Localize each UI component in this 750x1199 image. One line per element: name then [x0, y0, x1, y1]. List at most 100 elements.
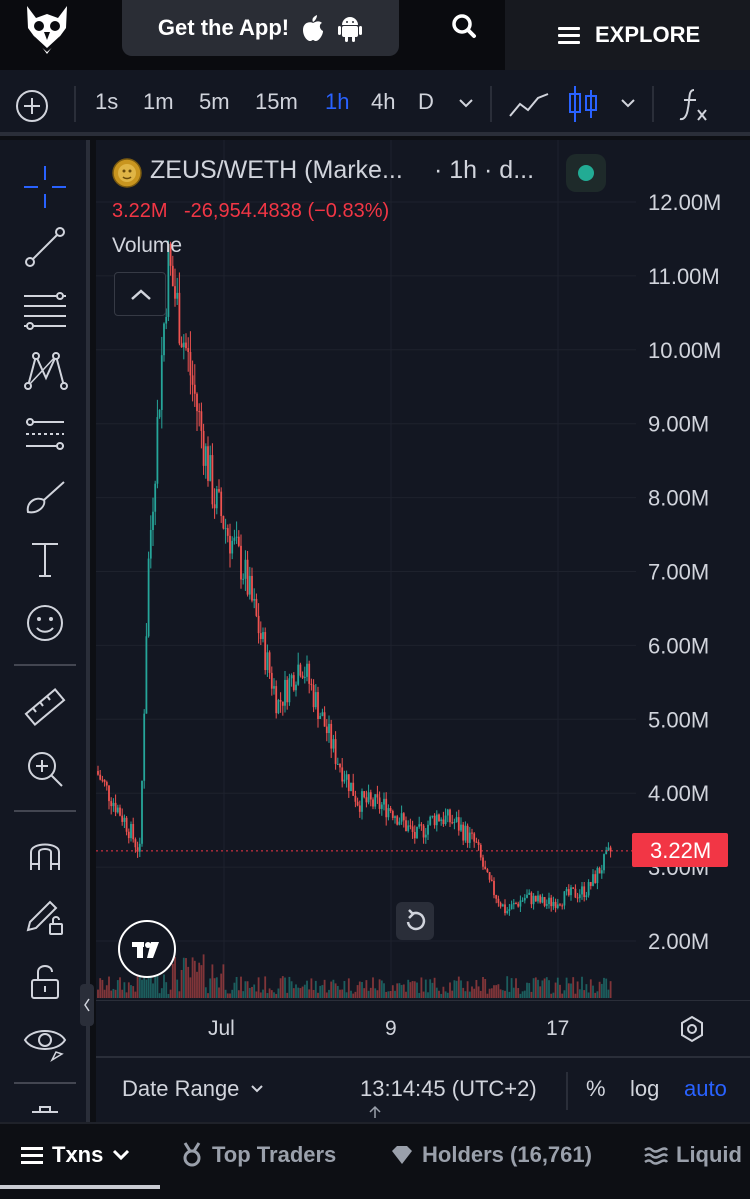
eye-icon[interactable]	[22, 1018, 68, 1064]
log-toggle[interactable]: log	[630, 1076, 660, 1101]
candle-body	[462, 824, 465, 841]
owl-logo[interactable]	[22, 4, 72, 56]
tab-top-traders[interactable]: Top Traders	[180, 1142, 336, 1168]
text-tool-icon[interactable]	[22, 536, 68, 582]
volume-bar	[592, 985, 594, 998]
candle-body	[600, 870, 603, 874]
candle-body	[587, 882, 590, 896]
chart-pane[interactable]: 12.00M 11.00M 10.00M 9.00M 8.00M 7.00M 6.00M 5.…	[96, 140, 750, 1056]
explore-button[interactable]: EXPLORE	[505, 0, 750, 70]
tab-holders[interactable]: Holders (16,761)	[390, 1142, 592, 1168]
candle-body	[169, 243, 172, 266]
candle-body	[334, 739, 337, 764]
trend-line-icon[interactable]	[22, 224, 68, 270]
tab-txns-label: Txns	[52, 1142, 104, 1167]
candle-body	[266, 652, 269, 671]
current-price-label: 3.22M	[650, 838, 712, 863]
indicators-icon[interactable]	[676, 86, 712, 124]
volume-bar	[253, 984, 256, 998]
candles-icon[interactable]	[566, 84, 600, 124]
volume-bar	[222, 964, 225, 998]
volume-bar	[587, 992, 590, 998]
search-icon[interactable]	[440, 8, 488, 44]
volume-bar	[215, 977, 218, 998]
magnet-icon[interactable]	[22, 830, 68, 876]
candle-body	[363, 791, 366, 798]
candle-body	[286, 679, 289, 703]
candle-body	[451, 822, 454, 824]
volume-bar	[356, 985, 359, 998]
candle-body	[576, 897, 579, 899]
candle-body	[341, 767, 344, 782]
add-symbol-icon[interactable]	[14, 88, 50, 124]
y-tick-label: 2.00M	[648, 929, 709, 954]
volume-bar	[363, 988, 366, 998]
volume-bar	[446, 992, 449, 998]
unlock-icon[interactable]	[22, 958, 68, 1004]
chevron-down-icon[interactable]	[618, 96, 638, 110]
candle-body	[154, 483, 157, 512]
candle-body	[213, 504, 216, 509]
reset-chart-button[interactable]	[396, 902, 434, 940]
lock-drawing-icon[interactable]	[22, 894, 68, 940]
tradingview-logo[interactable]	[118, 920, 176, 978]
brush-icon[interactable]	[22, 474, 68, 520]
market-status-indicator[interactable]	[566, 154, 606, 192]
interval-1m[interactable]: 1m	[143, 89, 174, 114]
volume-bar	[103, 989, 106, 998]
price-chart[interactable]: 12.00M 11.00M 10.00M 9.00M 8.00M 7.00M 6.00M 5.…	[96, 140, 750, 1000]
candle-body	[345, 774, 348, 780]
percent-toggle[interactable]: %	[586, 1076, 606, 1101]
get-app-button[interactable]: Get the App!	[122, 0, 399, 56]
date-range-button[interactable]: Date Range	[122, 1076, 265, 1102]
interval-15m[interactable]: 15m	[255, 89, 298, 114]
candle-body	[407, 825, 410, 832]
emoji-icon[interactable]	[22, 600, 68, 646]
candle-body	[383, 798, 385, 805]
collapse-toolbar-icon[interactable]	[80, 984, 94, 1026]
fib-retracement-icon[interactable]	[22, 288, 68, 334]
candle-body	[495, 895, 498, 899]
candle-body	[422, 825, 425, 838]
candle-body	[187, 348, 190, 352]
interval-d[interactable]: D	[418, 89, 434, 114]
line-chart-icon[interactable]	[508, 90, 550, 120]
interval-1h[interactable]: 1h	[325, 89, 350, 114]
interval-1s[interactable]: 1s	[95, 89, 119, 114]
candle-body	[416, 826, 418, 839]
candle-body	[200, 411, 203, 431]
interval-4h[interactable]: 4h	[371, 89, 396, 114]
pattern-icon[interactable]	[22, 348, 68, 394]
volume-bar	[471, 986, 473, 998]
volume-bar	[114, 989, 117, 998]
candle-body	[372, 799, 374, 807]
tab-holders-label: Holders (16,761)	[422, 1142, 592, 1167]
volume-bar	[556, 977, 559, 998]
volume-bar	[561, 993, 564, 998]
clock[interactable]: 13:14:45 (UTC+2)	[360, 1076, 537, 1101]
ruler-icon[interactable]	[22, 684, 68, 730]
zoom-in-icon[interactable]	[22, 746, 68, 792]
legend-symbol[interactable]: ZEUS/WETH (Marke...	[150, 156, 403, 184]
settings-icon[interactable]	[678, 1015, 706, 1043]
chevron-down-icon[interactable]	[456, 96, 476, 110]
android-icon	[338, 17, 363, 42]
candle-body	[420, 824, 423, 826]
volume-bar	[281, 976, 284, 998]
tab-liquidity[interactable]: Liquid	[644, 1142, 742, 1168]
candle-body	[515, 903, 517, 905]
time-axis[interactable]: Jul 9 17	[96, 1000, 750, 1056]
collapse-legend-button[interactable]	[114, 272, 166, 316]
candle-body	[138, 843, 141, 852]
crosshair-icon[interactable]	[22, 164, 68, 210]
volume-bar	[286, 992, 289, 998]
trash-icon[interactable]	[30, 1106, 60, 1122]
candle-body	[534, 895, 537, 902]
interval-5m[interactable]: 5m	[199, 89, 230, 114]
candle-body	[391, 811, 394, 818]
tab-txns[interactable]: Txns	[20, 1142, 131, 1168]
forecast-tools-icon[interactable]	[22, 412, 68, 458]
volume-bar	[596, 991, 599, 998]
auto-toggle[interactable]: auto	[684, 1076, 727, 1101]
reset-icon	[406, 909, 426, 931]
